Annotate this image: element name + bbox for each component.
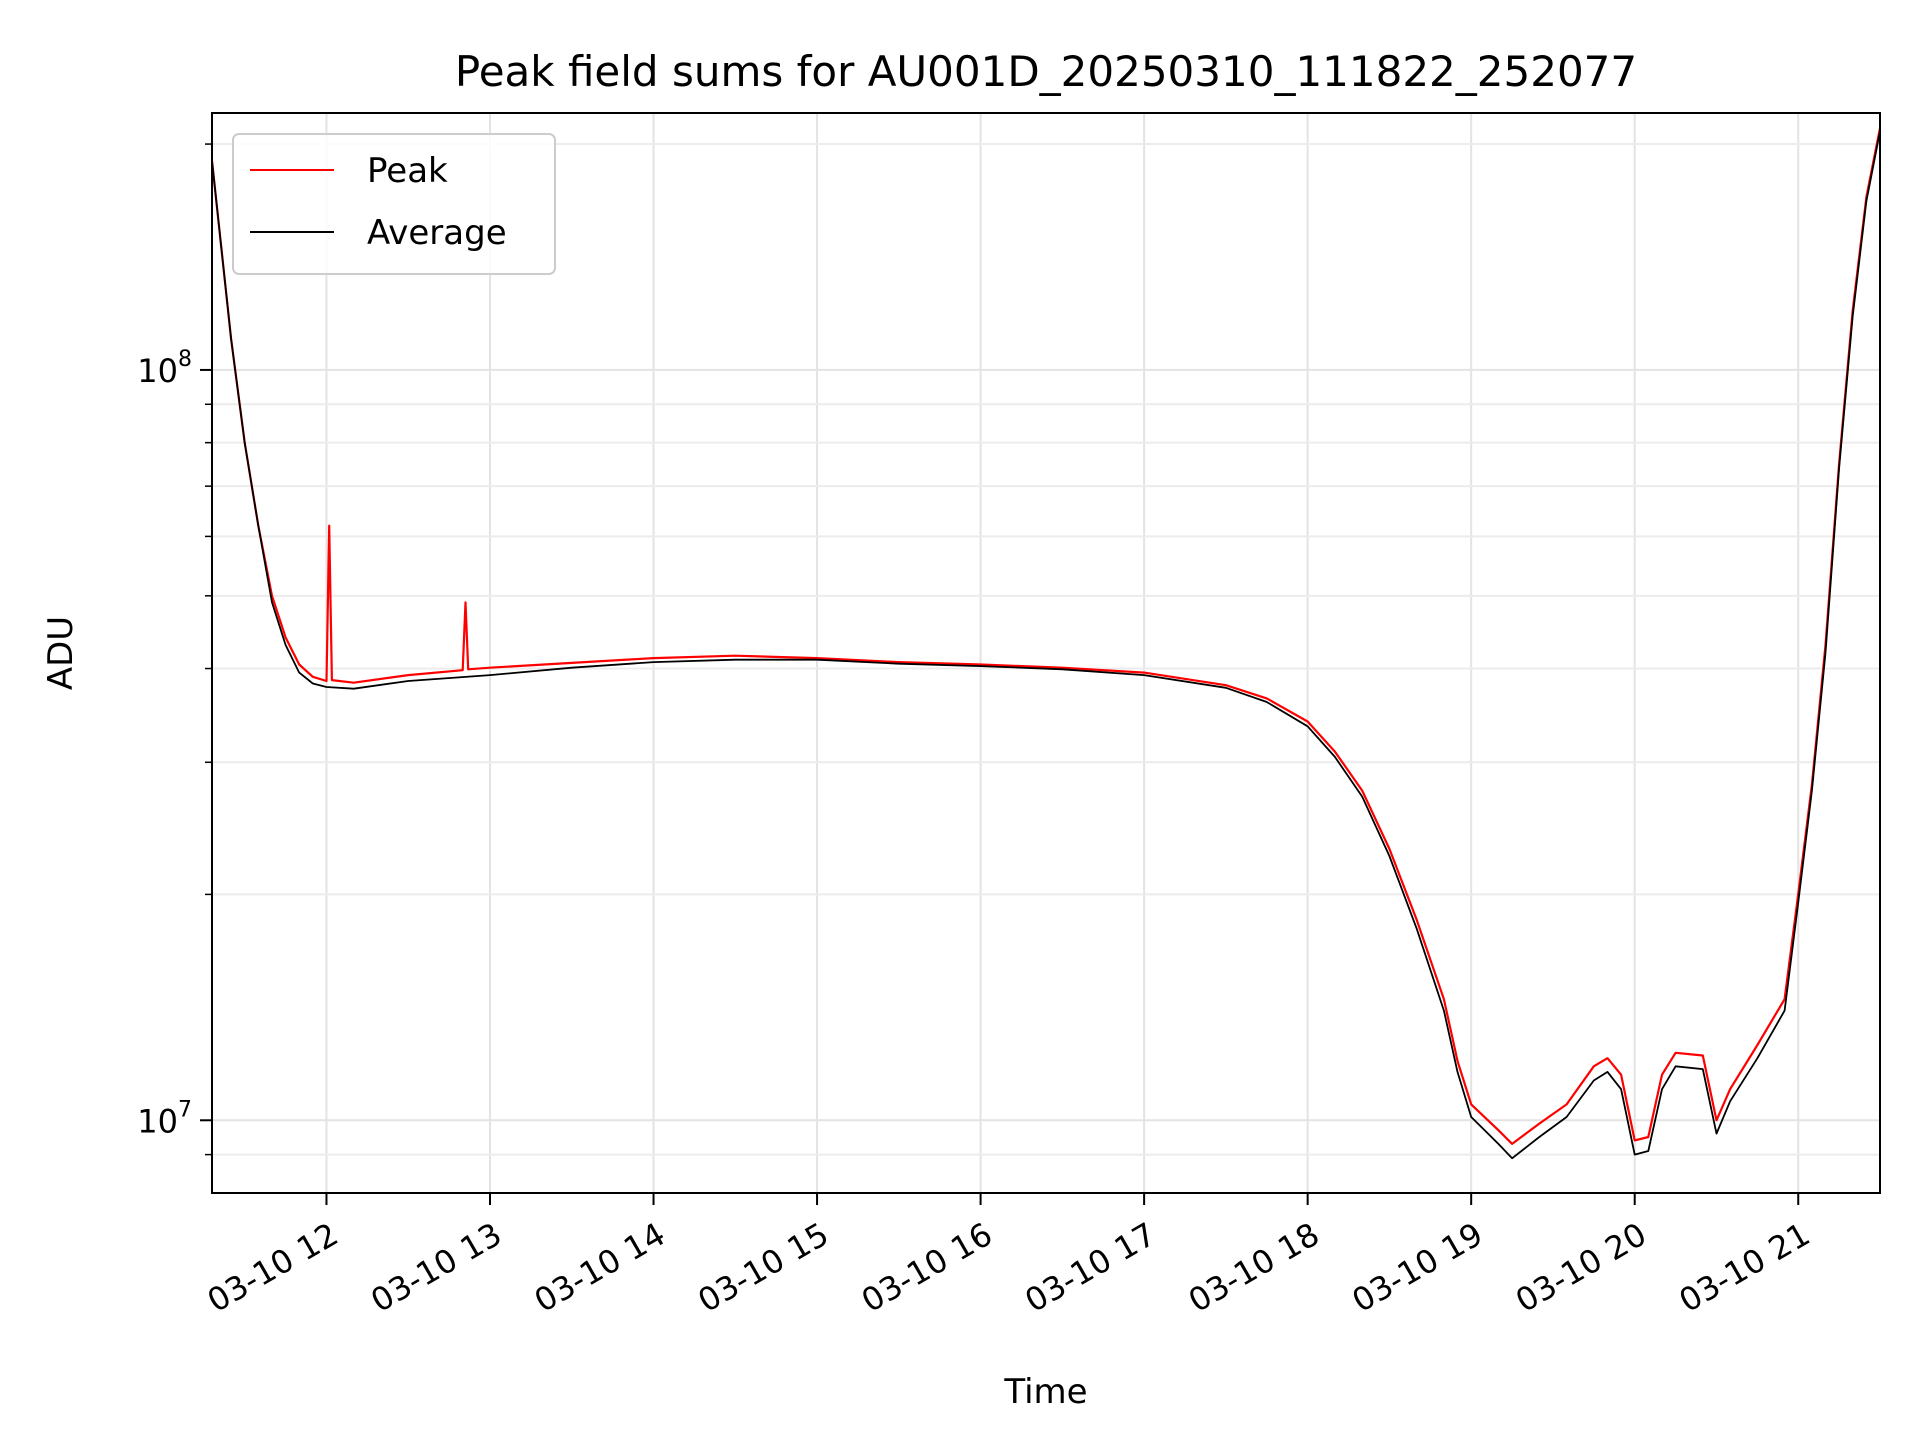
- series-layer: [210, 127, 1882, 1160]
- grid: [212, 113, 1880, 1193]
- axes-frame: [211, 112, 1881, 1194]
- legend: Peak Average: [232, 133, 556, 275]
- y-tick-exponent: 8: [178, 347, 192, 372]
- series-line-average: [211, 131, 1881, 1160]
- y-tick-label: 107: [137, 1097, 192, 1140]
- series-line-peak: [210, 127, 1882, 1146]
- y-tick-base: 10: [137, 1102, 178, 1140]
- chart-title: Peak field sums for AU001D_20250310_1118…: [455, 47, 1637, 96]
- x-axis-label: Time: [1003, 1372, 1087, 1412]
- legend-label-peak: Peak: [367, 151, 448, 191]
- y-axis-label: ADU: [41, 616, 81, 690]
- y-tick-base: 10: [137, 352, 178, 390]
- y-tick-exponent: 7: [178, 1097, 192, 1122]
- legend-label-average: Average: [367, 213, 507, 253]
- y-tick-label: 108: [137, 347, 192, 390]
